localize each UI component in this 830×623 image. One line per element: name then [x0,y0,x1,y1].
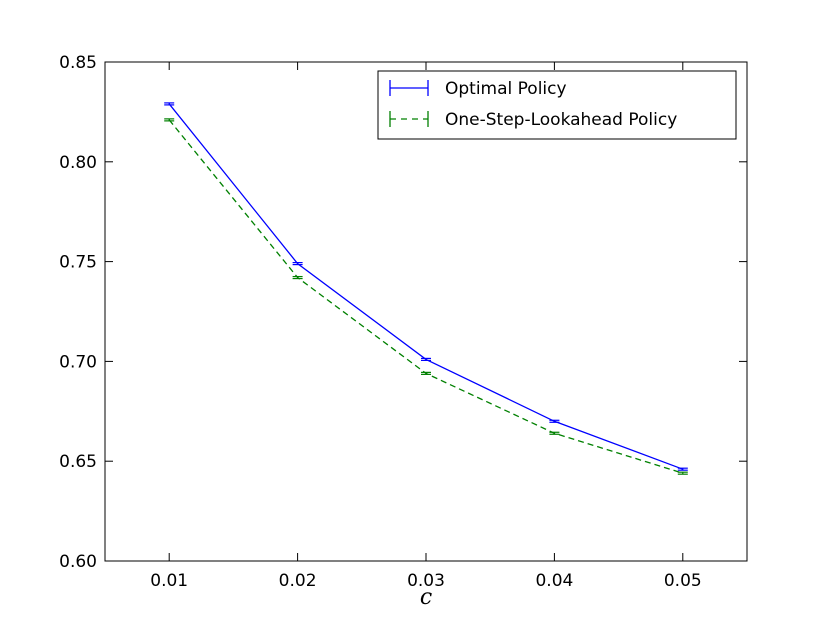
y-tick-label-1: 0.65 [59,452,97,472]
x-axis-label: c [420,585,432,610]
x-tick-label-2: 0.03 [407,571,445,591]
y-tick-label-5: 0.85 [59,53,97,73]
x-tick-label-0: 0.01 [150,571,188,591]
y-tick-label-3: 0.75 [59,253,97,273]
y-tick-label-2: 0.70 [59,352,97,372]
plot-area [105,62,747,561]
legend-label-0: Optimal Policy [445,79,567,99]
y-tick-label-0: 0.60 [59,552,97,572]
x-tick-label-1: 0.02 [279,571,317,591]
legend-box [377,70,737,140]
y-tick-label-4: 0.80 [59,153,97,173]
legend-label-1: One-Step-Lookahead Policy [445,110,677,130]
x-tick-label-3: 0.04 [535,571,573,591]
legend: Optimal Policy One-Step-Lookahead Policy [377,70,737,140]
x-tick-label-4: 0.05 [664,571,702,591]
